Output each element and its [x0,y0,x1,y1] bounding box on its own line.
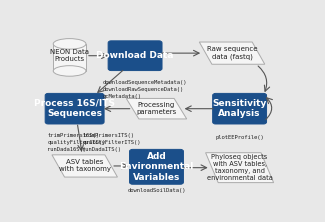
Text: ASV tables
with taxonomy: ASV tables with taxonomy [59,159,111,172]
Text: trimPrimers16S()
qualityFilter16S()
runDada16S(): trimPrimers16S() qualityFilter16S() runD… [47,133,106,152]
Text: Raw sequence
data (fastq): Raw sequence data (fastq) [207,46,257,60]
Polygon shape [206,153,274,183]
Text: Phyloseq objects
with ASV tables,
taxonomy, and
environmental data: Phyloseq objects with ASV tables, taxono… [207,154,273,181]
Ellipse shape [53,39,86,49]
Text: Download Data: Download Data [96,51,174,60]
Polygon shape [126,98,187,119]
Text: trimPrimersITS()
qualityFilterITS()
runDadaITS(): trimPrimersITS() qualityFilterITS() runD… [82,133,141,152]
Polygon shape [52,155,117,177]
Text: Process 16S/ITS
Sequences: Process 16S/ITS Sequences [34,99,115,118]
Text: plotEEProfile(): plotEEProfile() [215,135,264,140]
FancyBboxPatch shape [213,93,266,124]
Ellipse shape [53,66,86,76]
Text: downloadSoilData(): downloadSoilData() [127,188,186,193]
Text: Sensitivity
Analysis: Sensitivity Analysis [213,99,267,118]
Bar [53,44,86,71]
FancyBboxPatch shape [108,41,162,71]
Text: Add
Environmental
Variables: Add Environmental Variables [119,152,194,182]
Text: NEON Data
Products: NEON Data Products [50,49,89,62]
Polygon shape [199,42,265,64]
Text: Processing
parameters: Processing parameters [136,102,176,115]
FancyBboxPatch shape [130,149,183,184]
Text: downloadSequenceMetadata()
downloadRawSequenceData()
qcMetadata(): downloadSequenceMetadata() downloadRawSe… [102,81,187,99]
FancyBboxPatch shape [45,93,104,124]
